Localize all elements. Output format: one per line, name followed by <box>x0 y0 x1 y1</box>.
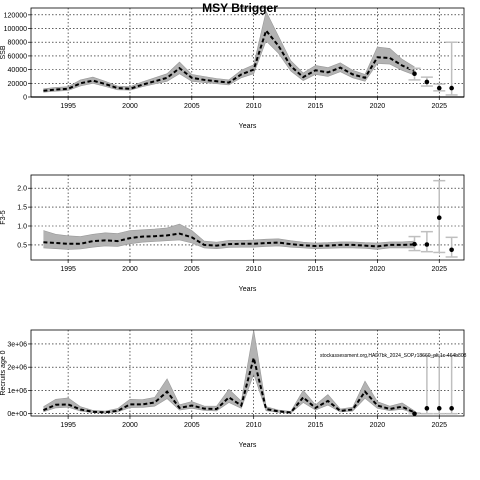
projection-point <box>412 71 417 77</box>
x-tick-label: 2010 <box>246 103 262 110</box>
projection-point <box>436 85 442 91</box>
lower-bound-line <box>43 40 415 93</box>
y-tick-label: 1e+06 <box>7 388 27 395</box>
y-tick-label: 3e+06 <box>7 341 27 348</box>
upper-bound-line <box>43 223 415 244</box>
x-axis-label: Years <box>239 286 257 293</box>
x-tick-label: 2025 <box>431 103 447 110</box>
y-tick-label: 1.5 <box>17 205 27 212</box>
y-tick-label: 0 <box>23 95 27 102</box>
projection-point <box>412 411 417 416</box>
y-axis-label: Recruits age 0 <box>0 350 7 395</box>
x-tick-label: 2000 <box>122 266 138 273</box>
x-tick-label: 2020 <box>370 422 386 429</box>
source-annotation: stockassessment.org,HAD7bk_2024_SOP,r186… <box>320 353 467 359</box>
ssb-panel: 1995 2000 2005 2010 2015 2020 2025 0 20000 40000 6… <box>0 7 465 130</box>
x-tick-label: 2000 <box>122 103 138 110</box>
y-tick-label: 0e+00 <box>7 411 27 418</box>
y-tick-label: 40000 <box>8 67 28 74</box>
y-axis-label: F3-5 <box>0 210 7 225</box>
plot-frame <box>30 329 465 417</box>
y-tick-label: 60000 <box>8 53 28 60</box>
fishing-mortality-panel: 1995 2000 2005 2010 2015 2020 2025 0.5 1.0 1.5 2.0… <box>0 174 465 293</box>
x-tick-label: 1995 <box>60 422 76 429</box>
x-tick-label: 1995 <box>60 103 76 110</box>
x-tick-label: 2010 <box>246 266 262 273</box>
y-tick-label: 0.5 <box>17 242 27 249</box>
x-tick-label: 2015 <box>308 422 324 429</box>
x-tick-label: 2025 <box>431 422 447 429</box>
x-tick-label: 1995 <box>60 266 76 273</box>
projection-point <box>449 247 454 253</box>
y-axis-label: SSB <box>0 45 7 59</box>
projection-point <box>436 215 442 220</box>
lower-bound-line <box>43 239 415 250</box>
x-axis-label: Years <box>239 123 257 130</box>
projection-point <box>424 242 430 247</box>
estimate-line <box>43 28 415 92</box>
confidence-band <box>43 330 415 414</box>
y-tick-label: 20000 <box>8 81 28 88</box>
y-tick-label: 100000 <box>4 26 27 33</box>
upper-bound-line <box>43 10 415 90</box>
projection-point <box>449 406 454 411</box>
upper-bound-line <box>43 329 415 412</box>
x-tick-label: 2010 <box>246 422 262 429</box>
y-tick-label: 80000 <box>8 40 28 47</box>
x-tick-label: 2005 <box>184 103 200 110</box>
plot-frame <box>30 174 465 261</box>
y-tick-label: 120000 <box>4 12 27 19</box>
y-tick-label: 2.0 <box>17 186 27 193</box>
x-tick-label: 2000 <box>122 422 138 429</box>
x-tick-label: 2020 <box>370 103 386 110</box>
x-tick-label: 2005 <box>184 266 200 273</box>
x-tick-label: 2020 <box>370 266 386 273</box>
projection-point <box>424 406 430 411</box>
y-tick-label: 2e+06 <box>7 365 27 372</box>
x-tick-label: 2025 <box>431 266 447 273</box>
x-tick-label: 2005 <box>184 422 200 429</box>
projection-point <box>449 85 454 91</box>
projection-point <box>424 79 430 85</box>
y-tick-label: 1.0 <box>17 224 27 231</box>
projection-point <box>412 241 417 247</box>
plot-frame <box>30 7 465 98</box>
lower-bound-line <box>43 373 415 414</box>
x-tick-label: 2015 <box>308 103 324 110</box>
recruitment-panel: 1995 2000 2005 2010 2015 2020 2025 0e+00 1e+06 2e… <box>0 329 467 449</box>
x-tick-label: 2015 <box>308 266 324 273</box>
projection-point <box>436 406 442 411</box>
estimate-line <box>43 232 415 248</box>
x-axis-label: Years <box>239 442 257 449</box>
